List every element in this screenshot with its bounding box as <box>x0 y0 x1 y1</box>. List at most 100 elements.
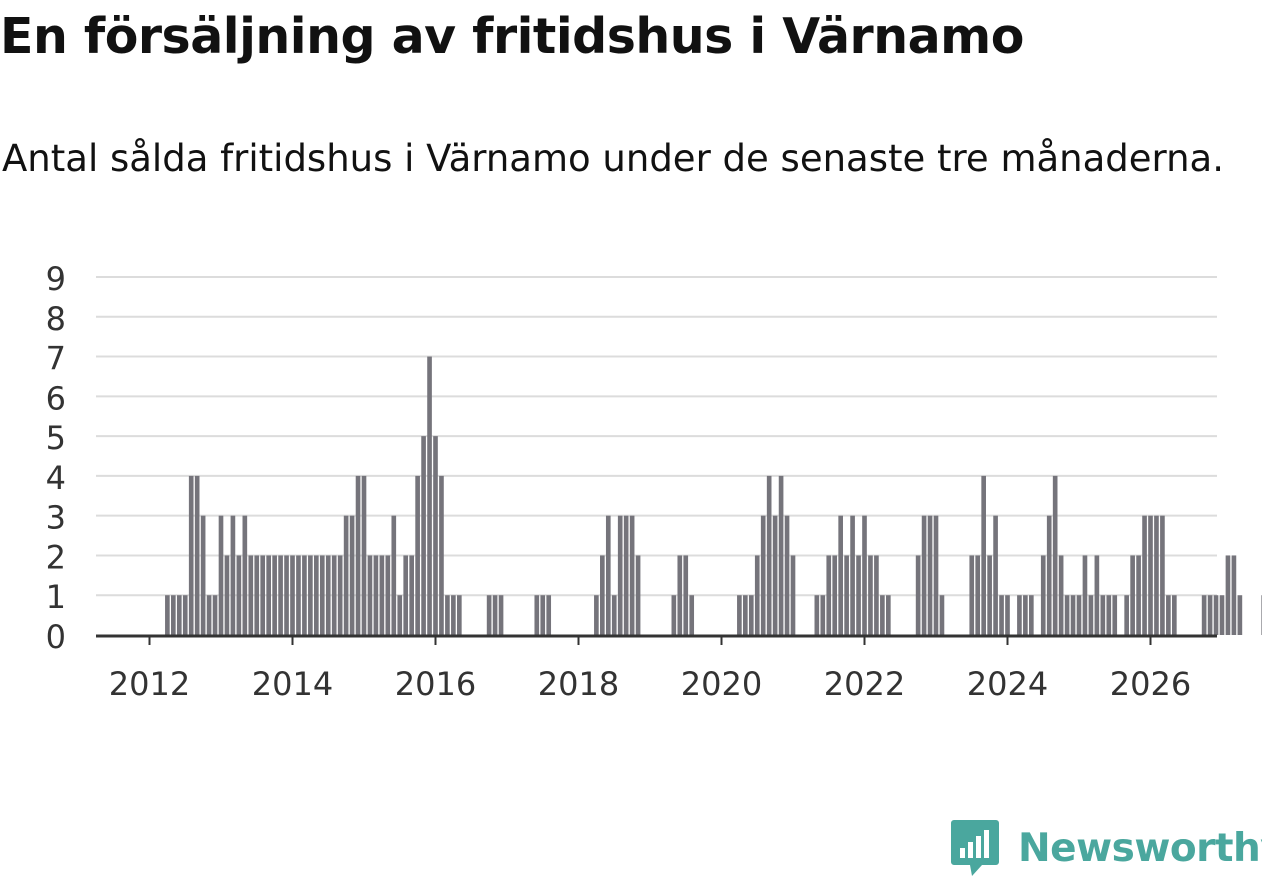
x-tick-label: 2022 <box>824 665 905 703</box>
bar <box>766 475 772 635</box>
bar <box>194 475 200 635</box>
y-tick-label: 2 <box>46 538 66 576</box>
bar <box>915 555 921 635</box>
bar <box>540 595 546 635</box>
bars <box>165 356 1262 635</box>
bar <box>302 555 307 635</box>
bar <box>1142 515 1147 635</box>
bar <box>1160 515 1165 635</box>
bar <box>677 555 683 635</box>
bar <box>218 515 224 635</box>
bar <box>1154 515 1159 635</box>
bar <box>397 595 403 635</box>
bar <box>308 555 313 635</box>
x-tick-label: 2018 <box>538 665 619 703</box>
bar <box>457 595 462 635</box>
bar <box>1046 515 1052 635</box>
bar <box>343 515 349 635</box>
bar <box>760 515 766 635</box>
bar <box>1219 595 1225 635</box>
bar <box>1094 555 1100 635</box>
bar <box>838 515 843 635</box>
bar <box>689 595 695 635</box>
bar <box>319 555 325 635</box>
bar <box>594 595 599 635</box>
y-tick-label: 4 <box>46 459 66 497</box>
brand-name: Newsworthy <box>1018 825 1262 871</box>
bar <box>451 595 456 635</box>
bar <box>790 555 796 635</box>
bar <box>445 595 450 635</box>
bar <box>933 515 939 635</box>
bar <box>1076 595 1082 635</box>
bar <box>1070 595 1076 635</box>
x-tick-label: 2014 <box>252 665 333 703</box>
bar <box>814 595 820 635</box>
bar <box>737 595 742 635</box>
bar <box>290 555 295 635</box>
bar <box>886 595 891 635</box>
bar <box>874 555 879 635</box>
bar <box>492 595 498 635</box>
y-tick-label: 3 <box>46 499 66 537</box>
bar <box>826 555 832 635</box>
newsworthy-logo-icon <box>951 820 999 876</box>
bar <box>361 475 367 635</box>
bar <box>611 595 617 635</box>
bar <box>200 515 206 635</box>
y-tick-label: 1 <box>46 578 66 616</box>
bar <box>171 595 176 635</box>
bar <box>421 436 426 635</box>
bar <box>975 555 981 635</box>
bar <box>433 436 438 635</box>
bar <box>1112 595 1118 635</box>
bar <box>1064 595 1070 635</box>
bar <box>987 555 992 635</box>
bar <box>1213 595 1219 635</box>
bar <box>182 595 188 635</box>
y-tick-label: 7 <box>46 340 66 378</box>
bar <box>391 515 397 635</box>
bar <box>600 555 605 635</box>
y-tick-label: 6 <box>46 379 66 417</box>
bar <box>862 515 867 635</box>
bar <box>1130 555 1135 635</box>
bar <box>1100 595 1106 635</box>
bar <box>236 555 242 635</box>
bar <box>439 475 444 635</box>
bar <box>880 595 885 635</box>
bar <box>1166 595 1171 635</box>
bar <box>820 595 826 635</box>
bar <box>427 356 432 635</box>
bar <box>1005 595 1010 635</box>
bar <box>671 595 677 635</box>
bar <box>325 555 331 635</box>
bar <box>778 475 784 635</box>
bar <box>617 515 623 635</box>
bar <box>403 555 409 635</box>
bar <box>248 555 254 635</box>
x-tick-label: 2012 <box>109 665 190 703</box>
bar <box>331 555 337 635</box>
bar <box>1082 555 1088 635</box>
bar <box>1023 595 1028 635</box>
bar <box>266 555 271 635</box>
bar <box>1201 595 1207 635</box>
bar <box>415 475 420 635</box>
bar <box>1124 595 1129 635</box>
bar <box>850 515 855 635</box>
bar <box>349 515 355 635</box>
annotations: 1 <box>1260 550 1262 585</box>
chart-subtitle: Antal sålda fritidshus i Värnamo under d… <box>2 137 1224 180</box>
bar <box>337 555 343 635</box>
bar <box>272 555 277 635</box>
bar <box>534 595 540 635</box>
bar <box>188 475 194 635</box>
bar <box>1106 595 1112 635</box>
bar <box>165 595 170 635</box>
bar <box>748 595 754 635</box>
x-tick-label: 2020 <box>681 665 762 703</box>
x-tick-label: 2024 <box>967 665 1048 703</box>
bar <box>605 515 611 635</box>
